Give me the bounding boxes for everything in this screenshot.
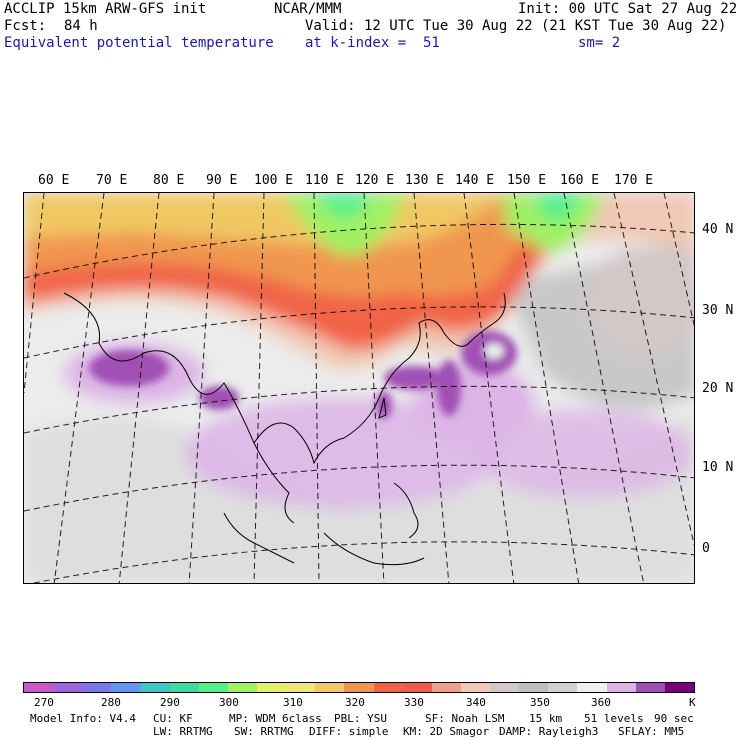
colorbar-swatch [315,683,345,692]
lat-label: 40 N [702,222,734,237]
lon-label: 70 E [96,173,128,188]
model-info-cu: CU: KF [153,712,193,725]
colorbar-swatch [431,683,461,692]
colorbar-tick: 280 [101,696,121,709]
colorbar-swatch [548,683,578,692]
model-info-sw: SW: RRTMG [234,725,294,738]
lon-label: 60 E [38,173,70,188]
lat-label: 0 [702,541,710,556]
colorbar-swatch [286,683,316,692]
colorbar-swatch [373,683,403,692]
fcst-value: 84 h [64,18,98,34]
colorbar-tick: 300 [219,696,239,709]
map-panel [23,192,695,584]
lat-label: 30 N [702,303,734,318]
level-label: at k-index = 51 [305,35,440,51]
colorbar-tick: 360 [591,696,611,709]
colorbar-tick: 310 [283,696,303,709]
colorbar-swatch [664,683,694,692]
lon-label: 130 E [405,173,445,188]
lon-label: 170 E [614,173,654,188]
field-name: Equivalent potential temperature [4,35,274,51]
colorbar-swatch [198,683,228,692]
colorbar-unit: K [689,696,696,709]
colorbar-swatch [140,683,170,692]
colorbar-tick: 340 [466,696,486,709]
center-label: NCAR/MMM [274,1,342,17]
lon-label: 120 E [355,173,395,188]
lon-label: 140 E [455,173,495,188]
init-time: Init: 00 UTC Sat 27 Aug 22 [518,1,738,17]
colorbar-swatch [635,683,665,692]
model-info-damp: DAMP: Rayleigh3 [499,725,599,738]
theta-e-field [24,193,694,583]
colorbar-tick: 270 [34,696,54,709]
lon-label: 150 E [507,173,547,188]
colorbar-tick: 290 [160,696,180,709]
lat-label: 20 N [702,381,734,396]
colorbar-tick: 350 [530,696,550,709]
lat-label: 10 N [702,460,734,475]
colorbar-swatch [519,683,549,692]
colorbar-swatch [257,683,287,692]
colorbar-swatch [82,683,112,692]
colorbar-swatch [606,683,636,692]
model-info-mp: MP: WDM 6class [229,712,322,725]
colorbar-swatch [344,683,374,692]
colorbar [23,682,695,693]
fcst-label: Fcst: [4,18,47,34]
smooth-label: sm= 2 [578,35,621,51]
colorbar-swatch [24,683,54,692]
lon-label: 110 E [305,173,345,188]
model-info-res: 15 km [529,712,563,725]
colorbar-swatch [577,683,607,692]
model-info-timestep: 90 sec [654,712,694,725]
colorbar-swatch [111,683,141,692]
colorbar-swatch [460,683,490,692]
colorbar-tick: 330 [404,696,424,709]
model-info-levels: 51 levels [584,712,644,725]
lon-label: 160 E [560,173,600,188]
model-info-lw: LW: RRTMG [153,725,213,738]
model-info-sflay: SFLAY: MM5 [618,725,685,738]
model-info-diff: DIFF: simple [309,725,389,738]
model-info-sf: SF: Noah LSM [425,712,505,725]
lon-label: 90 E [206,173,238,188]
colorbar-tick: 320 [345,696,365,709]
model-info: Model Info: V4.4 [30,712,136,725]
colorbar-swatch [402,683,432,692]
model-info-km: KM: 2D Smagor [403,725,490,738]
colorbar-swatch [169,683,199,692]
model-info-pbl: PBL: YSU [334,712,387,725]
colorbar-swatch [490,683,520,692]
colorbar-swatch [53,683,83,692]
lon-label: 80 E [153,173,185,188]
lon-label: 100 E [254,173,294,188]
model-title: ACCLIP 15km ARW-GFS init [4,1,207,17]
colorbar-swatch [227,683,257,692]
valid-time: Valid: 12 UTC Tue 30 Aug 22 (21 KST Tue … [305,18,727,34]
